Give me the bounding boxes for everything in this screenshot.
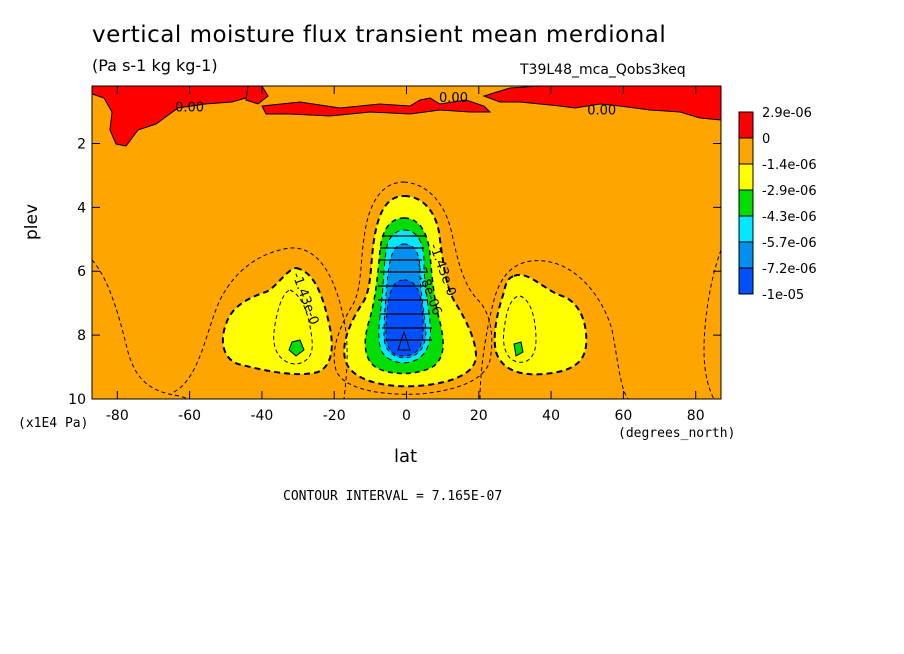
- y-tick-label: 4: [77, 200, 86, 216]
- plot-area: 0.000.000.00-1.43e-0-1.43e-0-7.8e-06: [92, 86, 721, 399]
- x-axis: -80 -60 -40 -20 0 20 40 60 80: [106, 86, 705, 424]
- y-tick-label: 6: [77, 264, 86, 280]
- legend-label: -1e-05: [762, 288, 804, 303]
- positive-band-mid-south: [245, 86, 269, 105]
- y-tick-label: 10: [68, 392, 86, 408]
- legend-label: -5.7e-06: [762, 236, 817, 251]
- legend-label: 0: [762, 132, 770, 147]
- x-tick-label: -40: [250, 408, 273, 424]
- legend-label: -7.2e-06: [762, 262, 817, 277]
- positive-band-tropics: [261, 97, 492, 117]
- y-tick-label: 8: [77, 328, 86, 344]
- x-tick-label: 40: [542, 408, 560, 424]
- subtropical-min-south-inner: [288, 339, 305, 357]
- legend-label: -1.4e-06: [762, 158, 817, 173]
- legend-label: -4.3e-06: [762, 210, 817, 225]
- contour-line-core-triangle: [397, 330, 411, 351]
- subtropical-min-north-inner: [513, 341, 524, 357]
- contour-label: 0.00: [587, 104, 616, 119]
- legend-swatch: [738, 241, 754, 269]
- x-axis-label: lat: [394, 446, 418, 467]
- chart-title: vertical moisture flux transient mean me…: [92, 22, 667, 48]
- y-tick-label: 2: [77, 136, 86, 152]
- positive-band-north: [482, 86, 721, 121]
- x-tick-label: 60: [614, 408, 632, 424]
- contour-line-inner-north: [503, 295, 537, 363]
- legend-label: -2.9e-06: [762, 184, 817, 199]
- contour-line-outer-3: [173, 247, 348, 399]
- subtropical-min-south: [221, 266, 333, 376]
- positive-band-sw: [92, 86, 251, 147]
- x-tick-label: 20: [470, 408, 488, 424]
- legend-label: 2.9e-06: [762, 106, 812, 121]
- x-tick-label: 80: [687, 408, 705, 424]
- color-legend: 2.9e-06 0 -1.4e-06 -2.9e-06 -4.3e-06 -5.7e-06…: [738, 106, 817, 303]
- legend-swatch: [738, 111, 754, 139]
- equatorial-stripes: [378, 235, 432, 341]
- equatorial-min-core: [385, 279, 424, 357]
- legend-swatch: [738, 137, 754, 165]
- legend-swatch: [738, 215, 754, 243]
- x-tick-label: -60: [178, 408, 201, 424]
- legend-swatch: [738, 267, 754, 295]
- contour-line-outer-2: [92, 259, 189, 399]
- contour-line-outer-4: [479, 260, 629, 399]
- y-axis-unit: (x1E4 Pa): [18, 416, 89, 431]
- contour-label: 0.00: [175, 101, 204, 116]
- contour-label: 0.00: [439, 91, 468, 106]
- legend-swatch: [738, 189, 754, 217]
- chart-units: (Pa s-1 kg kg-1): [92, 56, 218, 75]
- x-tick-label: 0: [402, 408, 411, 424]
- run-id: T39L48_mca_Qobs3keq: [520, 62, 686, 78]
- contour-line-outer-5: [703, 249, 721, 399]
- x-tick-label: -20: [323, 408, 346, 424]
- x-axis-unit: (degrees_north): [618, 426, 736, 441]
- contour-line-inner-south: [273, 289, 313, 365]
- legend-swatch: [738, 163, 754, 191]
- y-axis: 2 4 6 8 10: [68, 136, 721, 408]
- x-tick-label: -80: [106, 408, 129, 424]
- contour-interval: CONTOUR INTERVAL = 7.165E-07: [283, 489, 503, 504]
